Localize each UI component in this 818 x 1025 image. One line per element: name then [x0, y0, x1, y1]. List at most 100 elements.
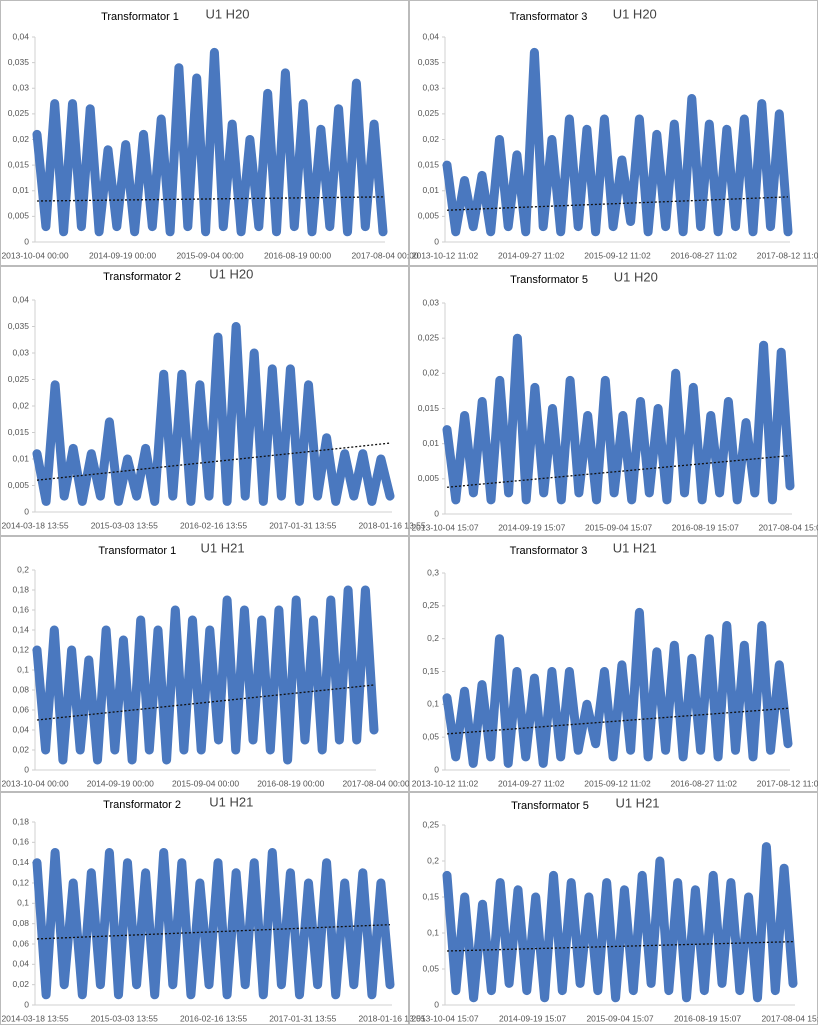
- y-tick-label: 0,05: [422, 731, 439, 741]
- x-tick-label: 2016-08-19 00:00: [257, 778, 324, 788]
- x-tick-label: 2015-09-04 15:07: [586, 1013, 653, 1023]
- x-tick-label: 2015-09-12 11:02: [584, 778, 651, 788]
- x-tick-label: 2017-08-04 15:07: [758, 522, 818, 532]
- trendline: [36, 924, 391, 940]
- y-tick-label: 0,04: [12, 959, 29, 969]
- y-tick-label: 0: [434, 999, 439, 1009]
- x-tick-label: 2016-08-27 11:02: [671, 778, 738, 788]
- x-tick-label: 2017-08-04 15:07: [761, 1013, 818, 1023]
- y-tick-label: 0,2: [427, 855, 439, 865]
- y-tick-label: 0,1: [427, 699, 439, 709]
- x-tick-label: 2018-01-16 13:55: [358, 1013, 425, 1023]
- y-tick-label: 0,03: [422, 297, 439, 307]
- x-tick-label: 2017-01-31 13:55: [269, 520, 336, 530]
- x-tick-label: 2016-02-16 13:55: [180, 520, 247, 530]
- y-tick-label: 0,1: [17, 898, 29, 908]
- y-tick-label: 0,06: [12, 704, 29, 714]
- y-tick-label: 0: [24, 236, 29, 246]
- chart-subtitle: U1 H20: [614, 269, 658, 284]
- x-tick-label: 2016-08-27 11:02: [671, 250, 738, 260]
- chart-title: Transformator 3: [510, 11, 588, 23]
- data-line: [32, 848, 395, 1000]
- x-tick-label: 2016-08-19 00:00: [264, 250, 331, 260]
- y-tick-label: 0,12: [12, 877, 29, 887]
- y-tick-label: 0: [434, 764, 439, 774]
- y-tick-label: 0,05: [422, 963, 439, 973]
- trendline: [36, 196, 384, 202]
- chart-title: Transformator 3: [510, 545, 588, 557]
- y-tick-label: 0,02: [12, 134, 29, 144]
- y-tick-label: 0,005: [8, 480, 30, 490]
- y-tick-label: 0: [24, 999, 29, 1009]
- chart-title: Transformator 2: [103, 271, 181, 283]
- x-tick-label: 2014-09-19 15:07: [498, 522, 565, 532]
- x-tick-label: 2014-09-19 15:07: [499, 1013, 566, 1023]
- chart-title: Transformator 2: [103, 799, 181, 811]
- y-tick-label: 0,02: [422, 368, 439, 378]
- y-tick-label: 0,25: [422, 600, 439, 610]
- chart-subtitle: U1 H21: [615, 795, 659, 810]
- x-tick-label: 2013-10-12 11:02: [412, 778, 479, 788]
- y-tick-label: 0,015: [8, 159, 30, 169]
- x-tick-label: 2014-09-27 11:02: [498, 250, 565, 260]
- y-tick-label: 0,02: [12, 400, 29, 410]
- y-tick-label: 0,025: [418, 332, 440, 342]
- y-tick-label: 0,2: [427, 633, 439, 643]
- trendline: [446, 196, 789, 211]
- y-tick-label: 0,14: [12, 857, 29, 867]
- chart-subtitle: U1 H20: [205, 6, 249, 21]
- chart-title: Transformator 5: [511, 800, 589, 812]
- x-tick-label: 2015-03-03 13:55: [91, 520, 158, 530]
- x-tick-label: 2014-09-19 00:00: [89, 250, 156, 260]
- x-tick-label: 2013-10-04 00:00: [1, 778, 68, 788]
- x-tick-label: 2016-08-19 15:07: [674, 1013, 741, 1023]
- x-tick-label: 2015-09-04 15:07: [585, 522, 652, 532]
- x-tick-label: 2015-09-04 00:00: [172, 778, 239, 788]
- x-tick-label: 2015-09-04 00:00: [176, 250, 243, 260]
- y-tick-label: 0,04: [12, 294, 29, 304]
- y-tick-label: 0,03: [12, 347, 29, 357]
- y-tick-label: 0,15: [422, 666, 439, 676]
- y-tick-label: 0,1: [17, 664, 29, 674]
- data-line: [32, 585, 379, 765]
- x-tick-label: 2014-09-27 11:02: [498, 778, 565, 788]
- y-tick-label: 0: [24, 506, 29, 516]
- y-tick-label: 0,005: [8, 211, 30, 221]
- y-tick-label: 0,025: [8, 108, 30, 118]
- data-line: [442, 333, 795, 505]
- y-tick-label: 0,14: [12, 624, 29, 634]
- trendline: [446, 940, 794, 952]
- y-tick-label: 0,06: [12, 938, 29, 948]
- y-tick-label: 0,02: [422, 134, 439, 144]
- panel-border: [0, 266, 409, 536]
- chart-subtitle: U1 H20: [209, 266, 253, 281]
- x-tick-label: 2013-10-04 15:07: [411, 1013, 478, 1023]
- chart-subtitle: U1 H20: [613, 6, 657, 21]
- x-tick-label: 2017-08-04 00:00: [351, 250, 418, 260]
- data-line: [32, 47, 388, 237]
- y-tick-label: 0,01: [12, 185, 29, 195]
- chart-title: Transformator 1: [98, 545, 176, 557]
- data-line: [32, 322, 395, 506]
- y-tick-label: 0,08: [12, 684, 29, 694]
- y-tick-label: 0: [434, 236, 439, 246]
- chart-title: Transformator 1: [101, 11, 179, 23]
- y-tick-label: 0,18: [12, 584, 29, 594]
- data-line: [442, 47, 793, 237]
- y-tick-label: 0,005: [418, 211, 440, 221]
- y-tick-label: 0,04: [12, 724, 29, 734]
- x-tick-label: 2015-03-03 13:55: [91, 1013, 158, 1023]
- x-tick-label: 2015-09-12 11:02: [584, 250, 651, 260]
- x-tick-label: 2017-08-04 00:00: [342, 778, 409, 788]
- y-tick-label: 0,035: [8, 57, 30, 67]
- x-tick-label: 2013-10-12 11:02: [412, 250, 479, 260]
- y-tick-label: 0: [24, 764, 29, 774]
- trendline: [36, 684, 375, 721]
- y-tick-label: 0,03: [422, 83, 439, 93]
- y-tick-label: 0,3: [427, 567, 439, 577]
- x-tick-label: 2017-08-12 11:02: [757, 250, 818, 260]
- x-tick-label: 2016-08-19 15:07: [672, 522, 739, 532]
- x-tick-label: 2013-10-04 15:07: [411, 522, 478, 532]
- y-tick-label: 0,02: [12, 744, 29, 754]
